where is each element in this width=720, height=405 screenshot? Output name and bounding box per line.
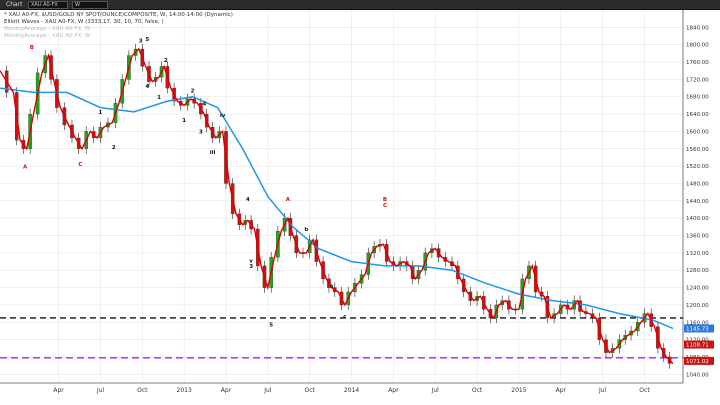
x-tick-label: Jul xyxy=(263,387,272,394)
x-tick-label: Apr xyxy=(221,387,232,394)
y-tick-label: 1680.00 xyxy=(686,95,709,101)
y-tick-label: 1560.00 xyxy=(686,147,709,153)
wave-label: 1 xyxy=(99,110,103,116)
wave-label: iii xyxy=(210,150,216,156)
y-tick-label: 1520.00 xyxy=(686,164,709,170)
wave-label: A xyxy=(286,197,291,203)
wave-label: 3 xyxy=(249,264,253,270)
wave-label: 1 xyxy=(182,118,186,124)
wave-label: 3 xyxy=(199,130,203,136)
x-tick-label: 2015 xyxy=(511,387,526,394)
wave-label: C xyxy=(383,203,387,209)
y-tick-label: 1640.00 xyxy=(686,112,709,118)
x-tick-label: Jul xyxy=(431,387,440,394)
y-tick-label: 1600.00 xyxy=(686,129,709,135)
y-tick-label: 1480.00 xyxy=(686,181,709,187)
y-tick-label: 1040.00 xyxy=(686,372,709,378)
wave-label: a xyxy=(330,284,334,290)
wave-label: 1 xyxy=(157,95,161,101)
y-tick-label: 1320.00 xyxy=(686,251,709,257)
legend-ma-1: MovingAverage - XAU A0-FX, W xyxy=(4,26,91,32)
x-tick-label: Oct xyxy=(305,387,316,394)
wave-label: c xyxy=(343,314,346,320)
wave-label: 2 xyxy=(164,58,168,64)
y-tick-label: 1200.00 xyxy=(686,303,709,309)
last-price-tag-box xyxy=(684,356,714,365)
y-tick-label: 1160.00 xyxy=(686,320,709,326)
y-tick-label: 1800.00 xyxy=(686,43,709,49)
x-tick-label: Oct xyxy=(639,387,650,394)
y-tick-label: 1760.00 xyxy=(686,60,709,66)
moving-average-slow xyxy=(0,87,674,330)
ma-slow-value-tag: 1145.73 xyxy=(686,326,709,332)
wave-label: 3 xyxy=(139,39,143,45)
window-titlebar: Chart XAU A0-FX W – □ × xyxy=(0,0,720,19)
x-tick-label: 2014 xyxy=(344,387,359,394)
price-chart[interactable]: 1040.001080.001120.001160.001200.001240.… xyxy=(0,10,720,405)
wave-label: B xyxy=(383,197,387,203)
x-tick-label: Apr xyxy=(556,387,567,394)
wave-label: 5 xyxy=(269,323,273,329)
wave-label: 4 xyxy=(246,197,250,203)
legend-ma-2: MovingAverage - XAU A0-FX, W xyxy=(4,33,91,39)
legend-elliott: Elliott Waves - XAU A0-FX, W (3333,17, 3… xyxy=(4,19,164,25)
wave-label: v xyxy=(249,258,253,264)
window-title: Chart xyxy=(6,1,23,8)
y-tick-label: 1840.00 xyxy=(686,25,709,31)
wave-label: 2 xyxy=(191,88,195,94)
interval-input[interactable]: W xyxy=(72,1,108,9)
x-tick-label: 2013 xyxy=(177,387,192,394)
y-tick-label: 1720.00 xyxy=(686,77,709,83)
wave-label: 4 xyxy=(202,101,206,107)
y-tick-label: 1400.00 xyxy=(686,216,709,222)
moving-average-fast xyxy=(0,47,674,365)
y-tick-label: 1440.00 xyxy=(686,199,709,205)
x-tick-label: Apr xyxy=(388,387,399,394)
x-tick-label: Oct xyxy=(472,387,483,394)
ma-fast-value-tag: 1108.71 xyxy=(686,343,709,349)
legend-symbol: * XAU A0-FX, $USD/GOLD NY SPOT(OUNCE)COM… xyxy=(4,12,233,18)
y-tick-label: 1360.00 xyxy=(686,234,709,240)
wave-label: 2 xyxy=(112,145,116,151)
x-tick-label: Apr xyxy=(53,387,64,394)
ma-fast-value-tag-box xyxy=(684,340,714,349)
wave-label: 5 xyxy=(145,37,149,43)
x-tick-label: Jul xyxy=(96,387,105,394)
x-tick-label: Oct xyxy=(137,387,148,394)
wave-label: A xyxy=(23,164,28,170)
y-tick-label: 1280.00 xyxy=(686,268,709,274)
wave-label: 4 xyxy=(145,84,149,90)
x-tick-label: Jul xyxy=(598,387,607,394)
symbol-input[interactable]: XAU A0-FX xyxy=(28,1,68,9)
wave-label: C xyxy=(78,162,82,168)
last-price-tag: 1071.02 xyxy=(686,359,709,365)
wave-label: b xyxy=(304,227,308,233)
chart-svg: 1040.001080.001120.001160.001200.001240.… xyxy=(0,10,714,394)
y-tick-label: 1240.00 xyxy=(686,286,709,292)
ma-slow-value-tag-box xyxy=(684,324,714,333)
wave-label: B xyxy=(30,45,34,51)
wave-label: iv xyxy=(220,113,226,119)
